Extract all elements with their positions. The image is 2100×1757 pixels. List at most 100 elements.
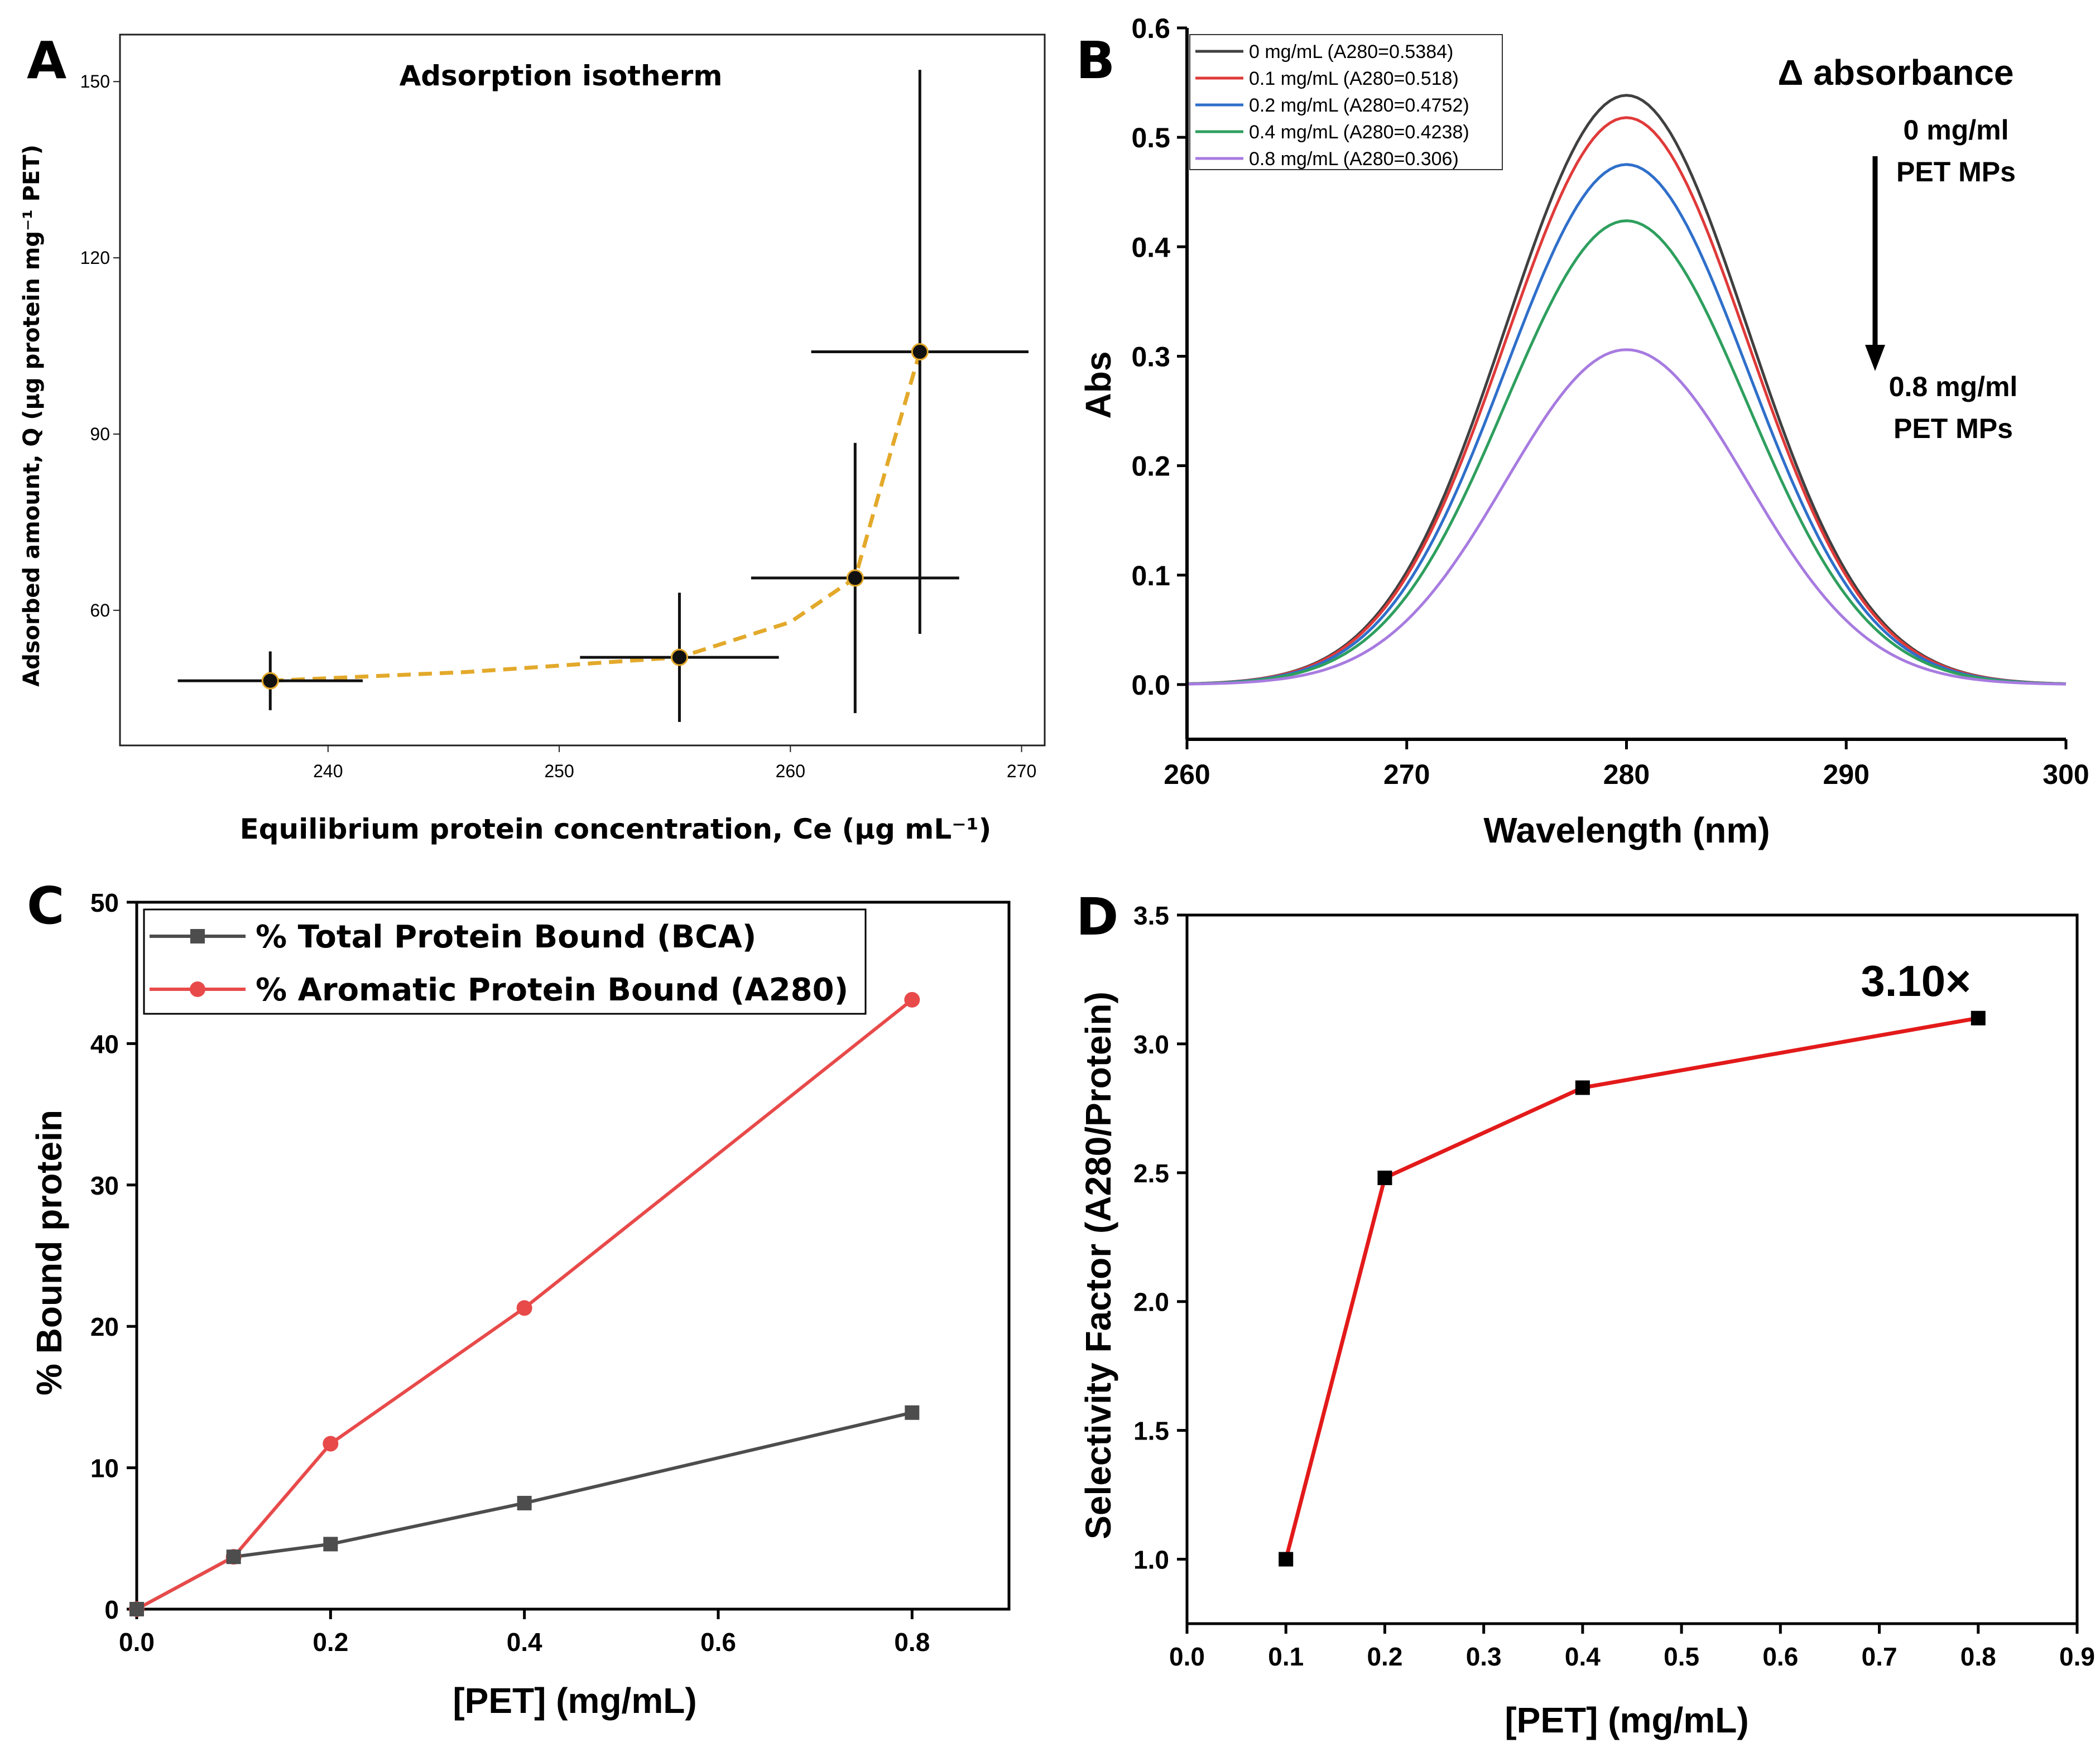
panel-c-y-tick-label: 30 <box>90 1171 119 1200</box>
panel-b-legend-label: 0.2 mg/mL (A280=0.4752) <box>1249 95 1469 116</box>
panel-a-y-tick-label: 60 <box>90 600 110 620</box>
panel-letter-a: A <box>27 31 66 90</box>
panel-d-x-tick-label: 0.1 <box>1268 1642 1304 1671</box>
panel-c-y-label: % Bound protein <box>29 1110 69 1395</box>
panel-c-series-marker <box>516 1300 532 1316</box>
panel-b-legend: 0 mg/mL (A280=0.5384) 0.1 mg/mL (A280=0.5… <box>1189 34 1503 170</box>
panel-c-legend: % Total Protein Bound (BCA) % Aromatic Pr… <box>143 908 867 1015</box>
panel-a-ticks: 240 250 260 270 60 90 120 150 <box>80 71 1037 781</box>
panel-c-series-marker <box>323 1537 338 1552</box>
panel-b-x-tick-label: 300 <box>2043 759 2089 790</box>
panel-a-x-tick-label: 260 <box>776 761 805 781</box>
panel-b-chart: 260 270 280 290 300 0.0 0.1 0.2 0.3 0.4 0.5 0.6 0 m… <box>1078 13 2089 850</box>
panel-b-series-line <box>1186 116 2067 686</box>
panel-c-x-tick-label: 0.4 <box>507 1628 542 1657</box>
panel-b-annotation-bottom-line2: PET MPs <box>1894 413 2013 444</box>
panel-c-series-marker <box>904 991 920 1008</box>
panel-b-series-line <box>1186 219 2067 686</box>
panel-c-y-tick-label: 0 <box>104 1595 119 1624</box>
panel-b-annotation-bottom-line1: 0.8 mg/ml <box>1889 371 2018 402</box>
panel-d-series-marker <box>1377 1171 1392 1186</box>
panel-a-point <box>670 648 688 666</box>
panel-a-title: Adsorption isotherm <box>400 60 723 92</box>
panel-a-x-tick-label: 250 <box>544 761 574 781</box>
panel-c-series-marker <box>129 1602 144 1616</box>
panel-b-x-tick-label: 280 <box>1603 759 1650 790</box>
panel-b-y-tick-label: 0.3 <box>1131 341 1170 372</box>
panel-a-y-label: Adsorbed amount, Q (μg protein mg⁻¹ PET) <box>19 145 45 687</box>
panel-b-y-tick-label: 0.4 <box>1131 232 1170 263</box>
panel-b-legend-box <box>1189 34 1503 170</box>
panel-d-x-tick-label: 0.7 <box>1862 1642 1897 1671</box>
panel-c-chart: 0.0 0.2 0.4 0.6 0.8 0 10 20 30 40 50 % Total Prote… <box>29 888 1011 1721</box>
panel-d-series <box>1279 1010 1986 1567</box>
panel-a-y-tick-label: 150 <box>80 71 110 92</box>
panel-letter-c: C <box>27 876 65 936</box>
panel-c-y-tick-label: 40 <box>90 1029 119 1058</box>
panel-b-curves <box>1186 94 2067 686</box>
panel-a-x-label: Equilibrium protein concentration, Ce (μ… <box>240 813 992 845</box>
panel-c-legend-marker <box>190 929 205 944</box>
panel-c-series-marker <box>226 1549 241 1565</box>
panel-b-y-tick-label: 0.6 <box>1131 13 1170 44</box>
panel-d-x-tick-label: 0.6 <box>1762 1642 1798 1671</box>
panel-c-legend-box <box>143 908 867 1015</box>
panel-d-y-tick-label: 3.5 <box>1133 901 1169 930</box>
panel-b-annotation-top-line1: 0 mg/ml <box>1904 114 2009 146</box>
panel-letter-b: B <box>1076 31 1115 90</box>
panel-d-y-tick-label: 3.0 <box>1133 1030 1169 1059</box>
panel-d-x-tick-label: 0.4 <box>1565 1642 1601 1671</box>
panel-b-legend-label: 0 mg/mL (A280=0.5384) <box>1249 41 1453 62</box>
panel-c-y-tick-label: 20 <box>90 1312 119 1341</box>
panel-c-y-tick-label: 50 <box>90 888 119 917</box>
panel-c-legend-label: % Total Protein Bound (BCA) <box>256 919 756 955</box>
panel-d-y-tick-label: 1.5 <box>1133 1417 1169 1446</box>
panel-b-legend-label: 0.4 mg/mL (A280=0.4238) <box>1249 122 1469 143</box>
panel-letter-d: D <box>1076 887 1118 947</box>
panel-d-y-label: Selectivity Factor (A280/Protein) <box>1078 991 1118 1539</box>
panel-d-plot-frame <box>1185 913 2079 1625</box>
panel-a-y-tick-label: 120 <box>80 248 110 268</box>
panel-a-y-tick-label: 90 <box>90 424 110 444</box>
panel-a-chart: Adsorption isotherm 240 250 260 270 60 90 120 1… <box>19 33 1046 845</box>
panel-b-y-label: Abs <box>1078 352 1118 419</box>
panel-c-x-tick-label: 0.8 <box>894 1628 930 1657</box>
panel-c-x-tick-label: 0.6 <box>700 1628 736 1657</box>
panel-d-series-marker <box>1279 1552 1294 1567</box>
panel-b-x-label: Wavelength (nm) <box>1483 810 1770 850</box>
panel-c-series-marker <box>905 1405 920 1420</box>
panel-d-y-tick-label: 1.0 <box>1133 1546 1169 1575</box>
panel-d-series-line <box>1284 1016 1979 1560</box>
panel-c-y-tick-label: 10 <box>90 1454 119 1483</box>
panel-a-point <box>911 343 929 361</box>
panel-d-x-tick-label: 0.0 <box>1169 1642 1205 1671</box>
panel-a-fit-line <box>270 351 922 683</box>
panel-b-legend-items: 0 mg/mL (A280=0.5384) 0.1 mg/mL (A280=0.5… <box>1195 41 1469 170</box>
panel-d-series-marker <box>1971 1010 1986 1026</box>
panel-a-point <box>261 672 279 690</box>
panel-d-y-tick-label: 2.5 <box>1133 1159 1169 1188</box>
panel-b-series-line <box>1186 348 2067 686</box>
panel-c-series-marker <box>323 1436 339 1452</box>
panel-c-x-tick-label: 0.0 <box>119 1628 155 1657</box>
panel-d-chart: 0.0 0.1 0.2 0.3 0.4 0.5 0.6 0.7 0.8 0.9 1.0 1.5 2.0 2… <box>1078 901 2095 1740</box>
panel-a-plot-frame <box>119 33 1046 747</box>
panel-b-y-tick-label: 0.2 <box>1131 451 1170 482</box>
panel-d-x-tick-label: 0.2 <box>1367 1642 1402 1671</box>
panel-c-legend-items: % Total Protein Bound (BCA) % Aromatic Pr… <box>150 919 848 1008</box>
panel-c-series <box>129 991 920 1617</box>
panel-b-legend-label: 0.1 mg/mL (A280=0.518) <box>1249 68 1459 89</box>
panel-c-legend-marker <box>190 981 205 997</box>
panel-a-x-tick-label: 240 <box>313 761 343 781</box>
panel-c-legend-label: % Aromatic Protein Bound (A280) <box>256 972 848 1008</box>
panel-c-x-tick-label: 0.2 <box>313 1628 348 1657</box>
panel-b-legend-label: 0.8 mg/mL (A280=0.306) <box>1249 148 1459 170</box>
panel-a-x-tick-label: 270 <box>1007 761 1036 781</box>
panel-b-y-tick-label: 0.5 <box>1131 122 1170 153</box>
panel-c-series-marker <box>517 1495 532 1510</box>
panel-d-annotation: 3.10× <box>1861 956 1971 1005</box>
panel-d-x-label: [PET] (mg/mL) <box>1505 1700 1748 1740</box>
panel-b-x-tick-label: 270 <box>1383 759 1430 790</box>
panel-b-y-tick-label: 0.1 <box>1131 560 1170 591</box>
panel-b-x-tick-label: 290 <box>1823 759 1870 790</box>
